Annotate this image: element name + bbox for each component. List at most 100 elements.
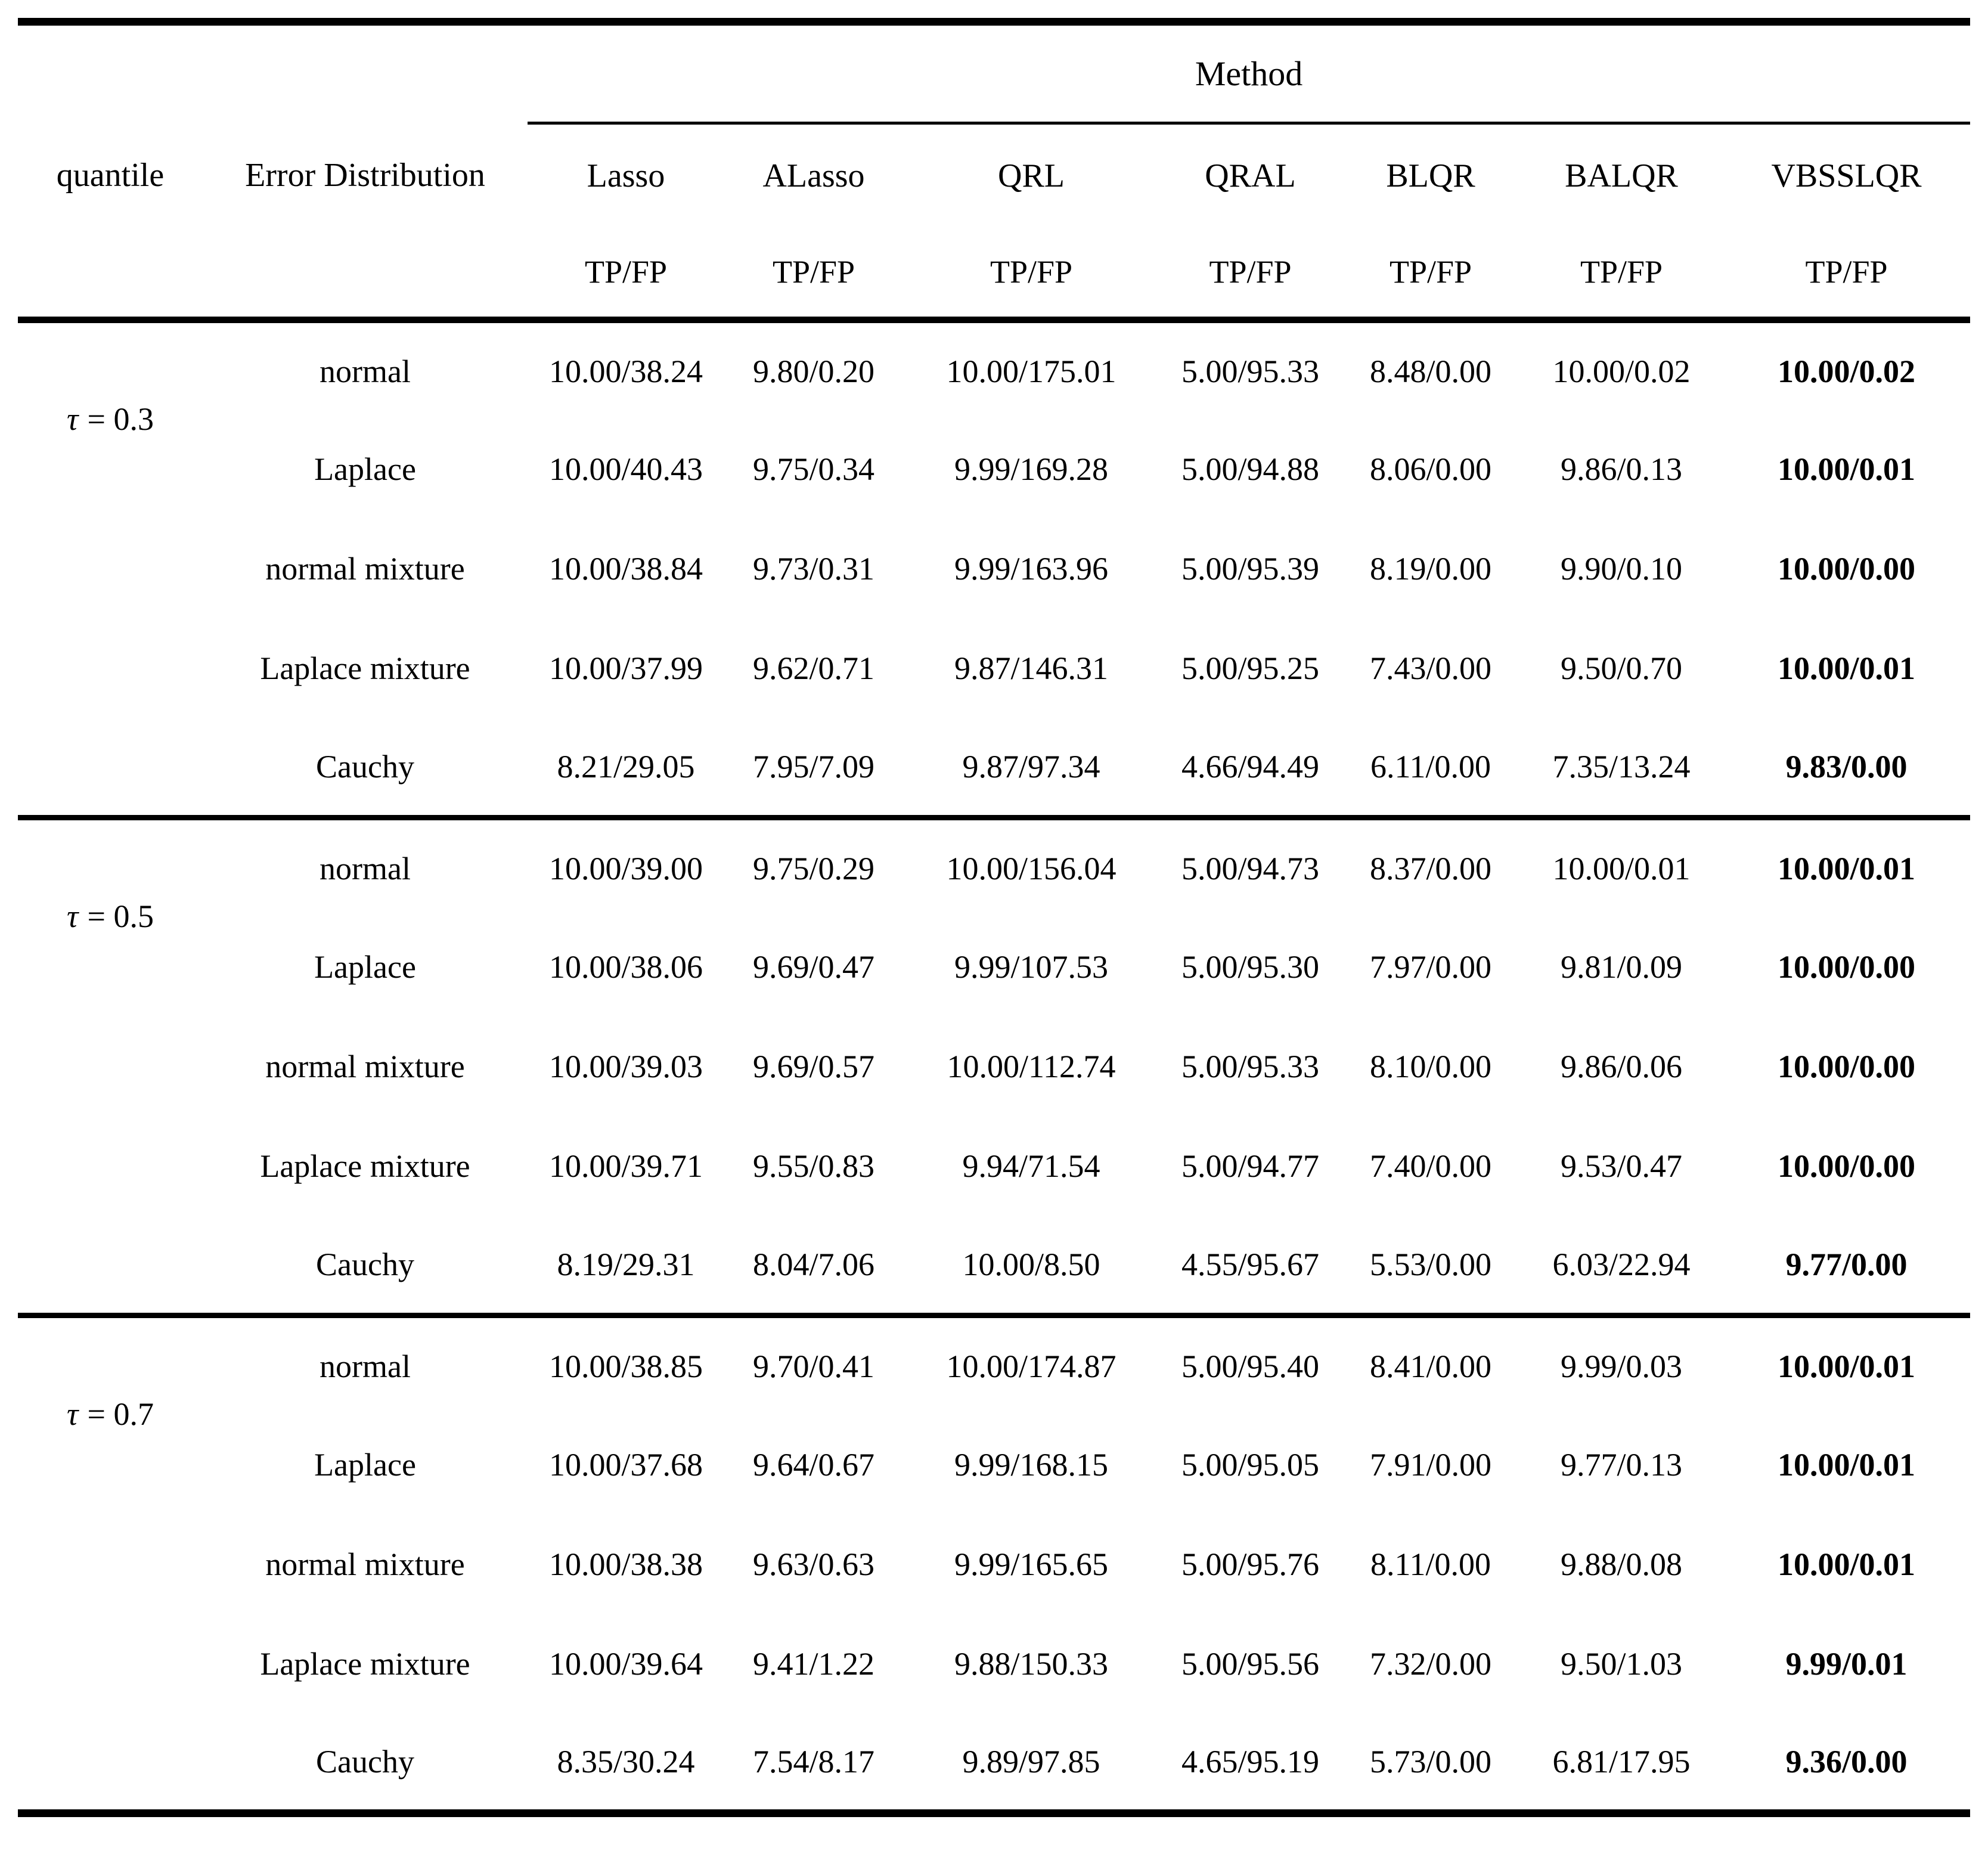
table-row: Cauchy 8.35/30.24 7.54/8.17 9.89/97.85 4… bbox=[18, 1714, 1970, 1814]
value-cell: 9.88/150.33 bbox=[954, 1646, 1108, 1682]
value-cell: 9.87/146.31 bbox=[954, 650, 1108, 686]
table-row: normal mixture 10.00/38.84 9.73/0.31 9.9… bbox=[18, 519, 1970, 619]
column-names-row: quantile Error Distribution Lasso ALasso… bbox=[18, 123, 1970, 228]
error-distribution-cell: Laplace mixture bbox=[260, 650, 470, 686]
value-cell: 8.19/29.31 bbox=[557, 1246, 695, 1282]
value-cell: 9.99/0.03 bbox=[1560, 1349, 1682, 1385]
value-cell-vbsslqr: 9.36/0.00 bbox=[1785, 1743, 1908, 1780]
table-row: Laplace 10.00/40.43 9.75/0.34 9.99/169.2… bbox=[18, 420, 1970, 519]
value-cell: 9.75/0.29 bbox=[752, 851, 874, 887]
table-row: normal mixture 10.00/39.03 9.69/0.57 10.… bbox=[18, 1017, 1970, 1117]
value-cell: 7.35/13.24 bbox=[1552, 748, 1691, 785]
value-cell: 5.73/0.00 bbox=[1369, 1743, 1491, 1780]
value-cell-vbsslqr: 10.00/0.00 bbox=[1778, 949, 1916, 985]
error-distribution-cell: Cauchy bbox=[316, 1743, 414, 1780]
value-cell: 8.37/0.00 bbox=[1369, 851, 1491, 887]
value-cell: 10.00/0.01 bbox=[1552, 851, 1691, 887]
error-distribution-column-header: Error Distribution bbox=[245, 157, 485, 194]
value-cell: 5.00/94.88 bbox=[1181, 451, 1319, 487]
value-cell: 5.00/95.33 bbox=[1181, 1049, 1319, 1084]
value-cell: 5.00/95.76 bbox=[1181, 1546, 1319, 1582]
value-cell: 9.86/0.06 bbox=[1560, 1049, 1682, 1084]
quantile-value: = 0.5 bbox=[87, 898, 154, 934]
error-distribution-cell: Cauchy bbox=[316, 748, 414, 785]
value-cell: 9.50/0.70 bbox=[1560, 650, 1682, 686]
value-cell: 5.00/95.05 bbox=[1181, 1447, 1319, 1483]
value-cell-vbsslqr: 9.83/0.00 bbox=[1785, 748, 1908, 785]
value-cell: 9.62/0.71 bbox=[752, 650, 874, 686]
value-cell: 9.81/0.09 bbox=[1560, 949, 1682, 985]
value-cell: 9.69/0.57 bbox=[752, 1049, 874, 1084]
value-cell: 5.00/94.77 bbox=[1181, 1148, 1319, 1184]
quantile-block-0.7: τ = 0.7 normal 10.00/38.85 9.70/0.41 10.0… bbox=[18, 1315, 1971, 1814]
value-cell-vbsslqr: 10.00/0.01 bbox=[1778, 1447, 1916, 1483]
table-row: Laplace 10.00/37.68 9.64/0.67 9.99/168.1… bbox=[18, 1415, 1970, 1515]
error-distribution-cell: normal mixture bbox=[265, 1049, 465, 1084]
value-cell: 5.00/94.73 bbox=[1181, 851, 1319, 887]
value-cell: 5.53/0.00 bbox=[1369, 1246, 1491, 1282]
value-cell: 9.94/71.54 bbox=[962, 1148, 1100, 1184]
table-row: Laplace mixture 10.00/39.71 9.55/0.83 9.… bbox=[18, 1117, 1970, 1216]
error-distribution-cell: normal mixture bbox=[265, 1546, 465, 1582]
value-cell: 9.80/0.20 bbox=[752, 353, 874, 389]
value-cell: 7.32/0.00 bbox=[1369, 1646, 1491, 1682]
value-cell: 9.64/0.67 bbox=[752, 1447, 874, 1483]
method-column-header-balqr: BALQR bbox=[1565, 157, 1678, 195]
value-cell: 9.53/0.47 bbox=[1560, 1148, 1682, 1184]
value-cell: 9.99/165.65 bbox=[954, 1546, 1108, 1582]
value-cell: 8.41/0.00 bbox=[1369, 1349, 1491, 1385]
value-cell: 9.89/97.85 bbox=[962, 1743, 1100, 1780]
value-cell-vbsslqr: 10.00/0.01 bbox=[1778, 851, 1916, 887]
value-cell: 10.00/8.50 bbox=[962, 1246, 1100, 1282]
value-cell: 10.00/38.38 bbox=[548, 1546, 703, 1582]
table-row: τ = 0.7 normal 10.00/38.85 9.70/0.41 10.0… bbox=[18, 1316, 1970, 1432]
value-cell: 9.88/0.08 bbox=[1560, 1546, 1682, 1582]
value-cell: 7.54/8.17 bbox=[752, 1743, 874, 1780]
value-cell: 7.91/0.00 bbox=[1369, 1447, 1491, 1483]
table-header: Method quantile Error Distribution Lasso… bbox=[18, 21, 1971, 320]
quantile-block-0.3: τ = 0.3 normal 10.00/38.24 9.80/0.20 10.0… bbox=[18, 320, 1970, 818]
value-cell-vbsslqr: 10.00/0.02 bbox=[1778, 353, 1916, 389]
value-cell: 9.99/169.28 bbox=[954, 451, 1108, 487]
value-cell: 4.65/95.19 bbox=[1181, 1743, 1319, 1780]
error-distribution-cell: Laplace bbox=[314, 949, 416, 985]
value-cell-vbsslqr: 10.00/0.01 bbox=[1778, 650, 1916, 686]
value-cell-vbsslqr: 9.99/0.01 bbox=[1785, 1646, 1908, 1682]
empty-header-cell bbox=[18, 22, 528, 123]
value-cell: 8.48/0.00 bbox=[1369, 353, 1491, 389]
value-cell-vbsslqr: 10.00/0.00 bbox=[1778, 1049, 1916, 1084]
value-cell-vbsslqr: 10.00/0.00 bbox=[1778, 1148, 1916, 1184]
metric-header-row: TP/FP TP/FP TP/FP TP/FP TP/FP TP/FP TP/F… bbox=[18, 228, 1971, 320]
method-header-row: Method bbox=[18, 21, 1971, 125]
error-distribution-cell: Laplace bbox=[314, 1447, 416, 1483]
value-cell: 7.43/0.00 bbox=[1369, 650, 1491, 686]
value-cell: 9.99/168.15 bbox=[954, 1447, 1108, 1483]
value-cell: 5.00/95.40 bbox=[1181, 1349, 1319, 1385]
value-cell: 10.00/37.68 bbox=[548, 1447, 703, 1483]
value-cell-vbsslqr: 9.77/0.00 bbox=[1785, 1246, 1908, 1282]
value-cell: 10.00/39.64 bbox=[548, 1646, 703, 1682]
value-cell: 10.00/175.01 bbox=[946, 353, 1116, 389]
value-cell: 7.97/0.00 bbox=[1369, 949, 1491, 985]
value-cell-vbsslqr: 10.00/0.01 bbox=[1778, 1546, 1916, 1582]
error-distribution-cell: Laplace bbox=[314, 451, 416, 487]
metric-header: TP/FP bbox=[1805, 254, 1888, 290]
quantile-value: = 0.7 bbox=[87, 1396, 154, 1432]
error-distribution-cell: normal mixture bbox=[265, 551, 465, 587]
table-row: τ = 0.5 normal 10.00/39.00 9.75/0.29 10.0… bbox=[18, 818, 1970, 934]
value-cell: 8.35/30.24 bbox=[557, 1743, 695, 1780]
value-cell: 8.10/0.00 bbox=[1369, 1049, 1491, 1084]
value-cell: 9.87/97.34 bbox=[962, 748, 1100, 785]
value-cell: 5.00/95.39 bbox=[1181, 551, 1319, 587]
value-cell: 9.55/0.83 bbox=[752, 1148, 874, 1184]
quantile-cell: τ = 0.5 bbox=[18, 818, 203, 1316]
method-column-header-qral: QRAL bbox=[1205, 157, 1296, 195]
value-cell: 4.66/94.49 bbox=[1181, 748, 1319, 785]
value-cell: 6.03/22.94 bbox=[1552, 1246, 1691, 1282]
error-distribution-cell: normal bbox=[320, 1349, 411, 1385]
value-cell: 9.70/0.41 bbox=[752, 1349, 874, 1385]
value-cell: 10.00/37.99 bbox=[548, 650, 703, 686]
value-cell: 9.75/0.34 bbox=[752, 451, 874, 487]
table-row: normal mixture 10.00/38.38 9.63/0.63 9.9… bbox=[18, 1515, 1970, 1614]
metric-header: TP/FP bbox=[1209, 254, 1292, 290]
